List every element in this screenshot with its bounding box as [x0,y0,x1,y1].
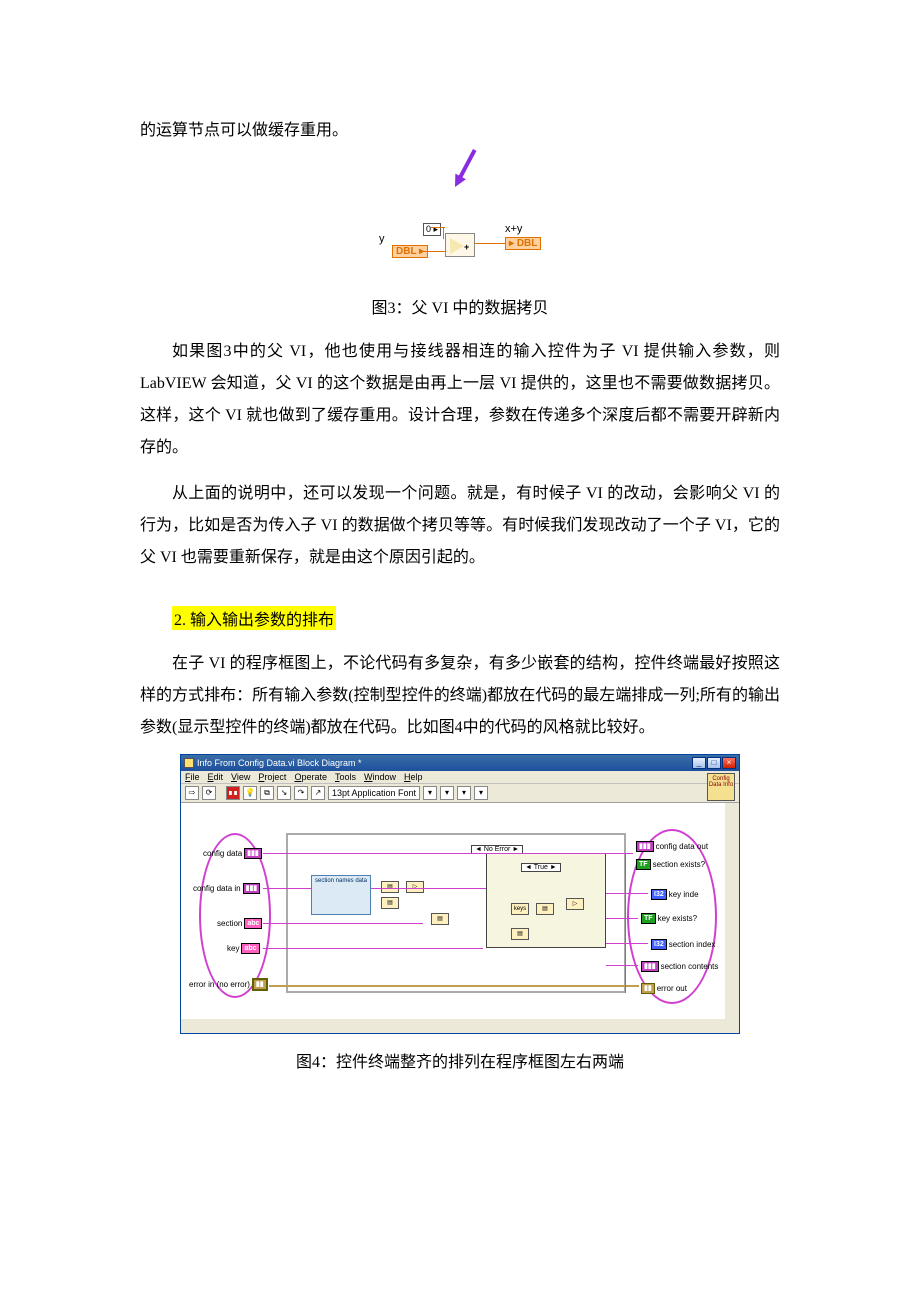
search2-node: ▷ [566,898,584,910]
menu-help[interactable]: Help [404,772,423,782]
array-node: ▤ [381,897,399,909]
scroll-up-button[interactable] [726,803,738,815]
output-config-data: ▮▮▮ config data out [636,841,708,852]
input-config-data: config data ▮▮▮ [203,848,262,859]
distribute-button[interactable]: ▾ [440,786,454,800]
fig3-diagram: y DBL ▸ 0 ▸ + x+y ▸ DBL [375,187,545,277]
wire [263,853,633,854]
wire [263,948,483,949]
input-y-label: y [379,233,385,245]
index-node: ▤ [536,903,554,915]
case-selector-inner[interactable]: ◄ True ► [521,863,561,872]
block-diagram: config data ▮▮▮ config data in ▮▮▮ secti… [181,803,739,1033]
vertical-scrollbar[interactable] [725,803,739,1019]
wire [606,893,648,894]
paragraph-1: 如果图3中的父 VI，他也使用与接线器相连的输入控件为子 VI 提供输入参数，则… [140,336,780,464]
output-section-exists: TF section exists? [636,859,705,870]
paragraph-2: 从上面的说明中，还可以发现一个问题。就是，有时候子 VI 的改动，会影响父 VI… [140,478,780,574]
step-into-button[interactable]: ↘ [277,786,291,800]
vi-icon[interactable]: Config Data Info [707,773,735,801]
minimize-button[interactable]: _ [692,757,706,769]
font-selector[interactable]: 13pt Application Font [328,786,420,800]
retain-button[interactable]: ⧉ [260,786,274,800]
horizontal-scrollbar[interactable] [181,1019,725,1033]
maximize-button[interactable]: □ [707,757,721,769]
search-node: ▤ [381,881,399,893]
run-button[interactable]: ⇨ [185,786,199,800]
menu-view[interactable]: View [231,772,250,782]
paragraph-0: 的运算节点可以做缓存重用。 [140,115,780,147]
output-key-exists: TF key exists? [641,913,697,924]
wire [371,888,486,889]
terminal-xy: ▸ DBL [505,237,541,250]
output-section-index: I32 section index [651,939,715,950]
step-over-button[interactable]: ↷ [294,786,308,800]
input-key: key abc [227,943,260,954]
toolbar: ⇨ ⟳ ∎∎ 💡 ⧉ ↘ ↷ ↗ 13pt Application Font ▾… [181,784,739,803]
wire [475,243,505,244]
fig3-caption: 图3：父 VI 中的数据拷贝 [140,294,780,318]
input-error-in: error in (no error) ▮▮ [189,978,268,991]
output-xy-label: x+y [505,223,522,235]
step-out-button[interactable]: ↗ [311,786,325,800]
scroll-right-button[interactable] [713,1020,725,1032]
scroll-left-button[interactable] [181,1020,193,1032]
menu-tools[interactable]: Tools [335,772,356,782]
run-cont-button[interactable]: ⟳ [202,786,216,800]
titlebar: Info From Config Data.vi Block Diagram *… [181,755,739,771]
compare-node: ▷ [406,881,424,893]
output-section-contents: ▮▮▮ section contents [641,961,718,972]
wire [606,918,638,919]
align-button[interactable]: ▾ [423,786,437,800]
wire [606,943,648,944]
wire [263,888,311,889]
window-title: Info From Config Data.vi Block Diagram * [197,758,362,768]
output-key-index: I32 key inde [651,889,699,900]
close-button[interactable]: × [722,757,736,769]
wire [625,853,626,993]
menu-file[interactable]: File [185,772,200,782]
resize-button[interactable]: ▾ [457,786,471,800]
menubar: File Edit View Project Operate Tools Win… [181,771,739,784]
fig4-caption: 图4：控件终端整齐的排列在程序框图左右两端 [140,1048,780,1072]
wire [419,251,445,252]
constant-zero: 0 ▸ [423,223,441,236]
menu-window[interactable]: Window [364,772,396,782]
error-wire [269,985,639,987]
build-node: ▤ [431,913,449,925]
array2-node: ▤ [511,928,529,940]
input-section: section abc [217,918,262,929]
add-operator-node: + [445,233,475,257]
menu-operate[interactable]: Operate [294,772,327,782]
paragraph-3: 在子 VI 的程序框图上，不论代码有多复杂，有多少嵌套的结构，控件终端最好按照这… [140,648,780,744]
scroll-down-button[interactable] [726,1007,738,1019]
wire [263,923,423,924]
menu-project[interactable]: Project [258,772,286,782]
plus-icon: + [464,242,469,252]
unbundle-node: section names data [311,875,371,915]
app-icon [184,758,194,768]
output-error-out: ▮▮ error out [641,983,687,994]
wire [606,965,638,966]
labview-window: Info From Config Data.vi Block Diagram *… [180,754,740,1034]
pause-button[interactable]: ∎∎ [226,786,240,800]
menu-edit[interactable]: Edit [208,772,224,782]
input-config-data-in: config data in ▮▮▮ [193,883,260,894]
section-heading-2: 2. 输入输出参数的排布 [172,606,336,630]
keys-node: keys [511,903,529,915]
figure-3: y DBL ▸ 0 ▸ + x+y ▸ DBL [140,187,780,282]
wire [443,227,444,239]
highlight-button[interactable]: 💡 [243,786,257,800]
reorder-button[interactable]: ▾ [474,786,488,800]
